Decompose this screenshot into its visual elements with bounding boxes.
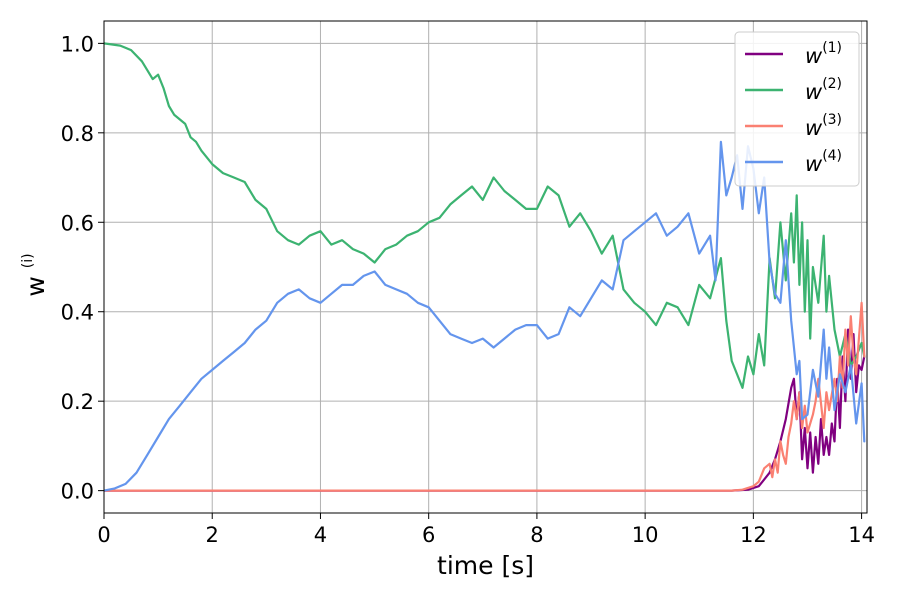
series-line-w2 — [104, 42, 866, 389]
y-tick-label: 0.4 — [61, 301, 94, 325]
x-tick-label: 0 — [97, 523, 110, 547]
y-tick-label: 0.0 — [61, 480, 94, 504]
legend-box — [734, 31, 860, 187]
x-tick-label: 8 — [530, 523, 543, 547]
y-axis-title-sup: (i) — [20, 253, 36, 268]
x-tick-label: 6 — [422, 523, 435, 547]
x-tick-label: 2 — [206, 523, 219, 547]
y-tick-label: 0.6 — [61, 211, 94, 235]
x-tick-label: 10 — [632, 523, 659, 547]
x-tick-label: 12 — [740, 523, 767, 547]
legend-label: w(4) — [805, 148, 842, 176]
y-axis-title-base: w — [21, 276, 50, 296]
series-line-w3 — [104, 301, 866, 492]
y-tick-label: 1.0 — [61, 32, 94, 56]
series-line-w1 — [104, 328, 866, 492]
axis-ticks: 0 2 4 6 8 10 12 14 0.0 0.2 0.4 0.6 0.8 1.0 — [61, 32, 875, 547]
legend: w(1) w(2) w(3) w(4) — [734, 31, 860, 187]
legend-label: w(2) — [805, 76, 842, 104]
x-tick-label: 14 — [848, 523, 875, 547]
y-tick-label: 0.2 — [61, 390, 94, 414]
x-axis-title: time [s] — [437, 551, 534, 580]
legend-label: w(3) — [805, 112, 842, 140]
y-axis-title: w (i) — [20, 253, 50, 296]
series-line-w4 — [104, 140, 866, 492]
plot-frame — [103, 20, 868, 514]
series-lines — [104, 42, 866, 492]
legend-label: w(1) — [805, 40, 842, 68]
x-tick-label: 4 — [314, 523, 327, 547]
y-tick-label: 0.8 — [61, 122, 94, 146]
